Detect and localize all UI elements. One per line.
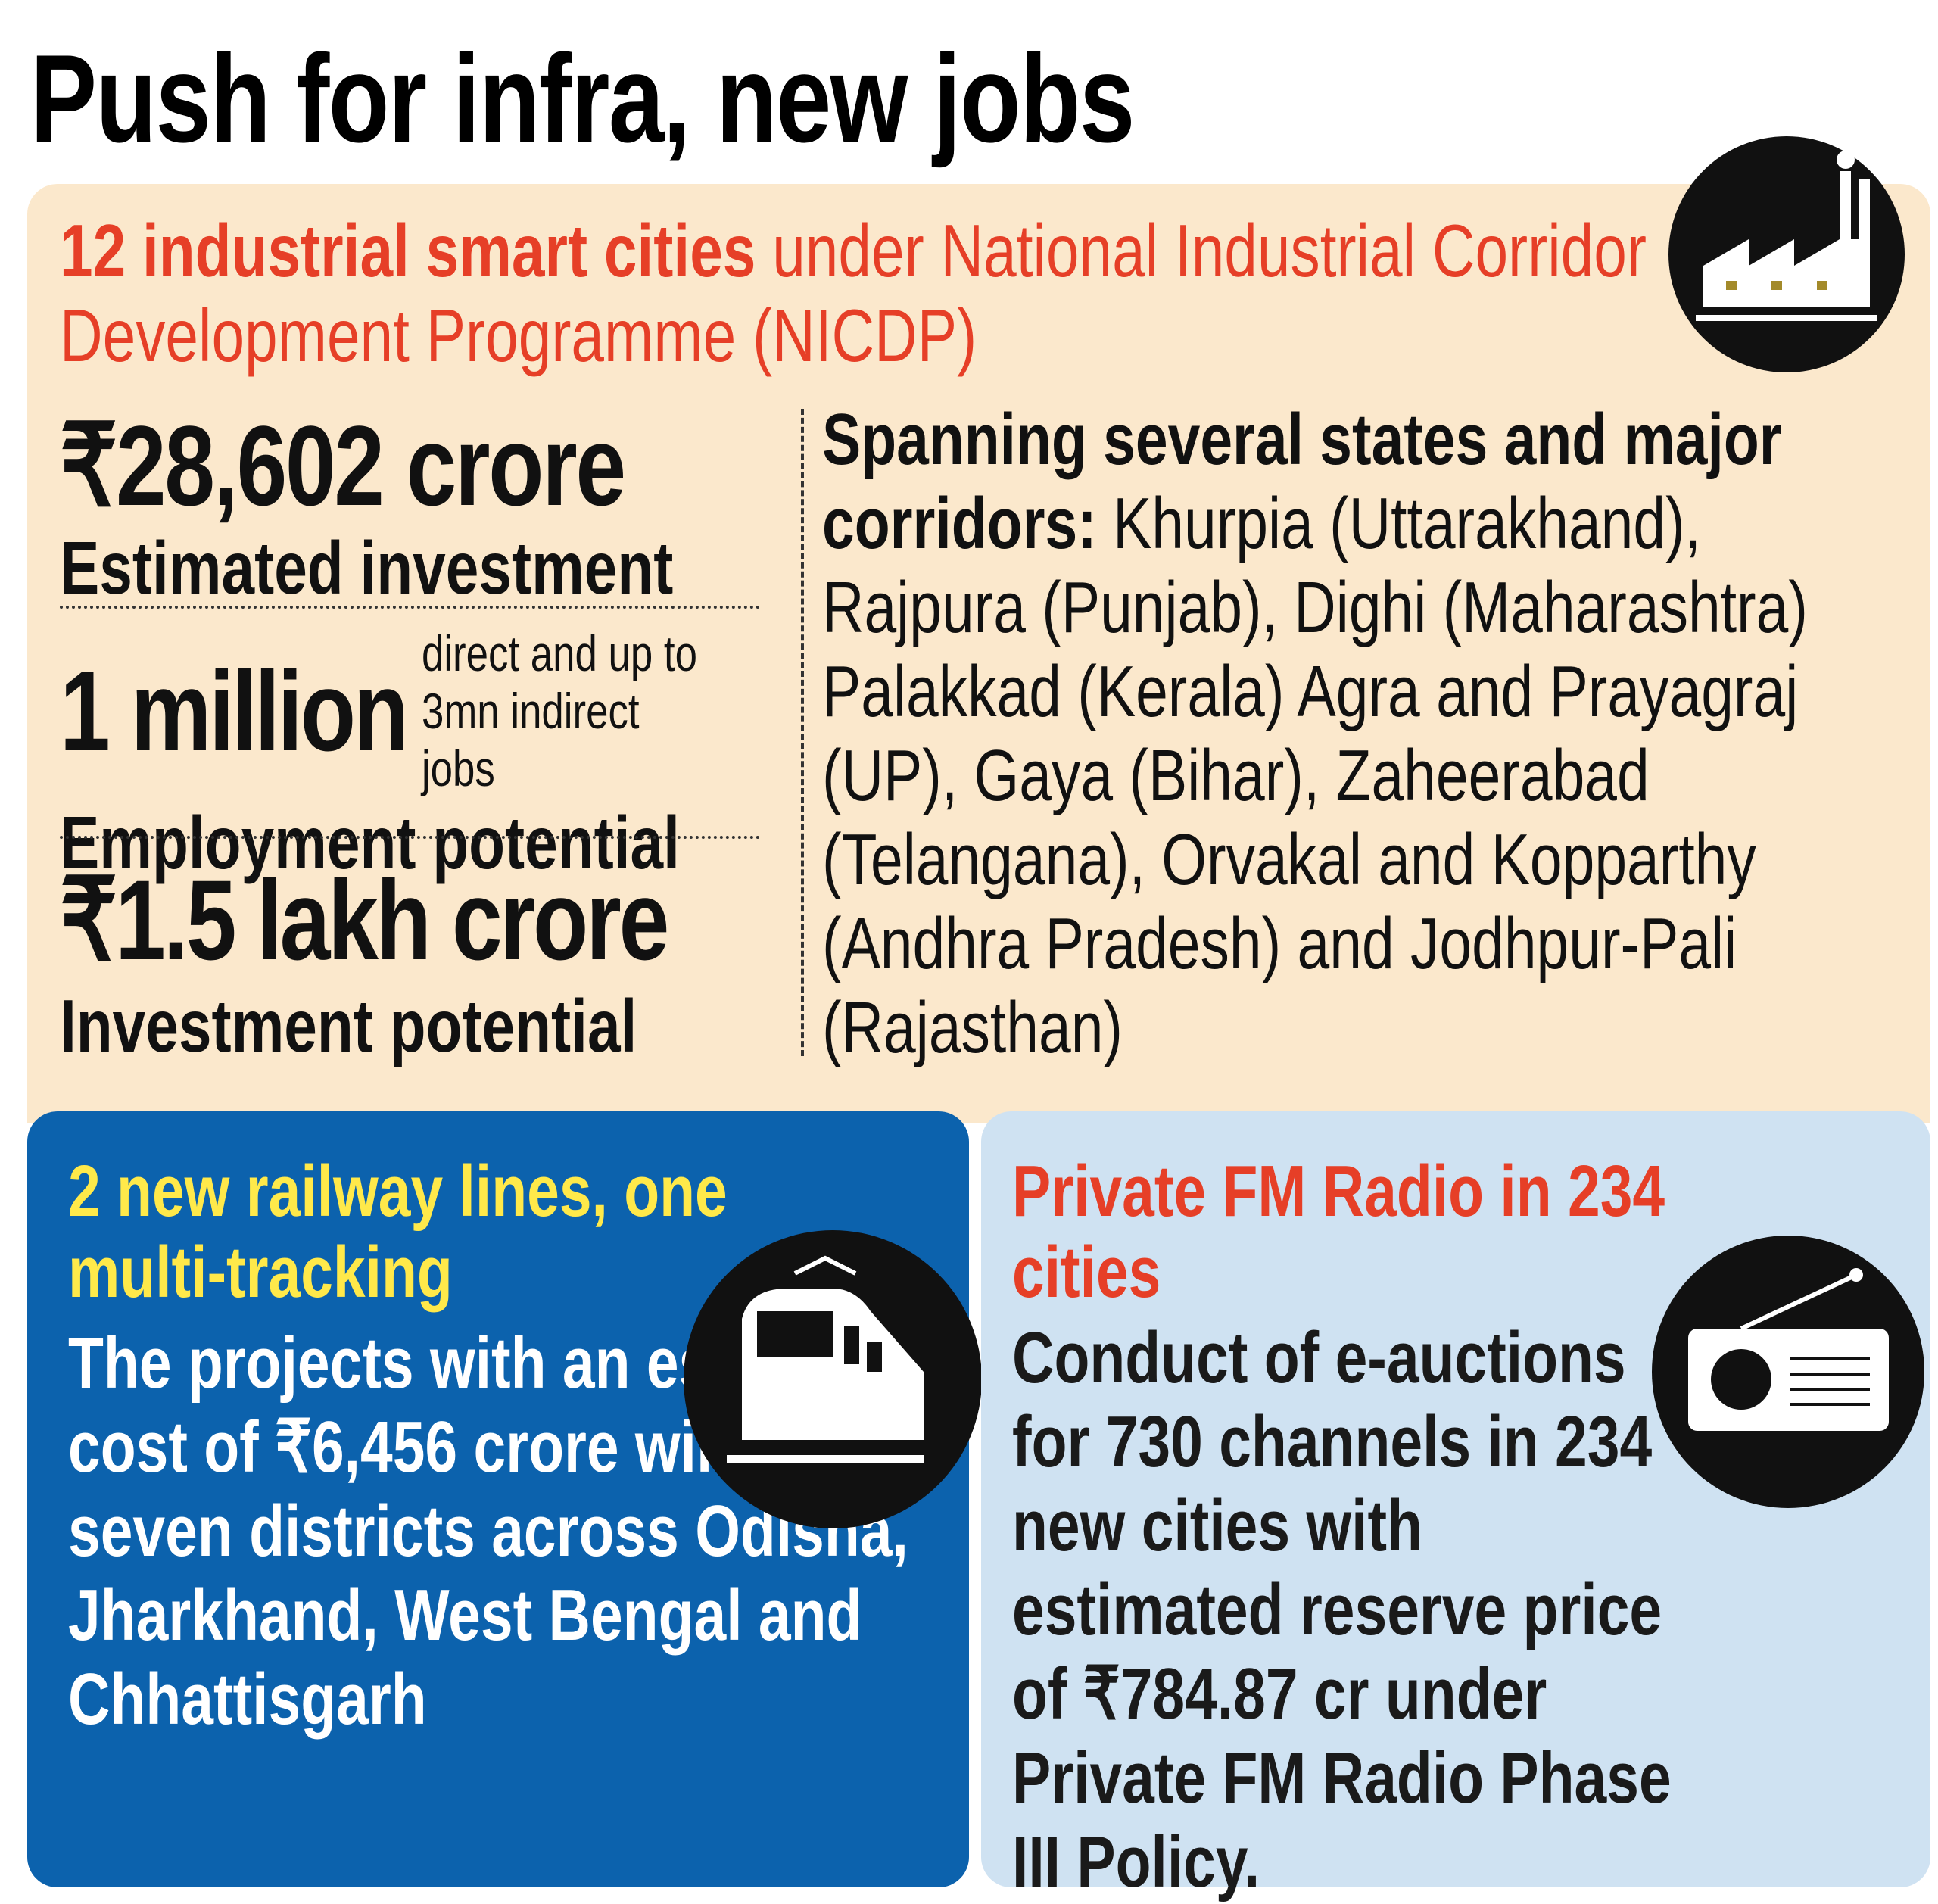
radio-text: Conduct of e-auctions for 730 channels i… bbox=[1012, 1317, 1672, 1902]
railway-text: The projects with an estimated cost of ₹… bbox=[68, 1323, 918, 1740]
railway-heading: 2 new railway lines, one multi-tracking bbox=[68, 1151, 728, 1313]
stat-value: ₹28,602 crore bbox=[60, 402, 626, 529]
heading-highlight: 12 industrial smart cities bbox=[60, 209, 756, 292]
nicdp-heading: 12 industrial smart cities under Nationa… bbox=[60, 208, 1695, 378]
locations-text: Khurpia (Uttarakhand), Rajpura (Punjab),… bbox=[822, 483, 1808, 1068]
train-icon bbox=[684, 1230, 982, 1528]
divider bbox=[60, 606, 760, 609]
title: Push for infra, new jobs bbox=[30, 29, 1135, 168]
stat-label: Investment potential bbox=[60, 984, 637, 1067]
stat-value: 1 million bbox=[60, 647, 409, 774]
stat-label: Estimated investment bbox=[60, 526, 674, 609]
divider bbox=[60, 836, 760, 839]
heading-rest: under National Industrial Corridor Devel… bbox=[60, 209, 1647, 377]
stat-value: ₹1.5 lakh crore bbox=[60, 856, 669, 983]
stat-label: Employment potential bbox=[60, 801, 680, 884]
stats: ₹28,602 crore Estimated investment bbox=[60, 409, 787, 613]
locations: Spanning several states and major corrid… bbox=[822, 397, 1870, 1070]
factory-icon bbox=[1668, 136, 1905, 372]
radio-icon bbox=[1652, 1236, 1924, 1508]
stats: ₹1.5 lakh crore Investment potential bbox=[60, 863, 787, 1075]
stat-note: direct and up to 3mn indirect jobs bbox=[421, 625, 697, 796]
stats: 1 million direct and up to 3mn indirect … bbox=[60, 625, 835, 888]
radio-heading: Private FM Radio in 234 cities bbox=[1012, 1151, 1665, 1313]
locations-heading: Spanning several states and major corrid… bbox=[822, 399, 1782, 564]
nicdp-panel bbox=[27, 184, 1930, 1123]
vertical-divider bbox=[801, 409, 804, 1056]
